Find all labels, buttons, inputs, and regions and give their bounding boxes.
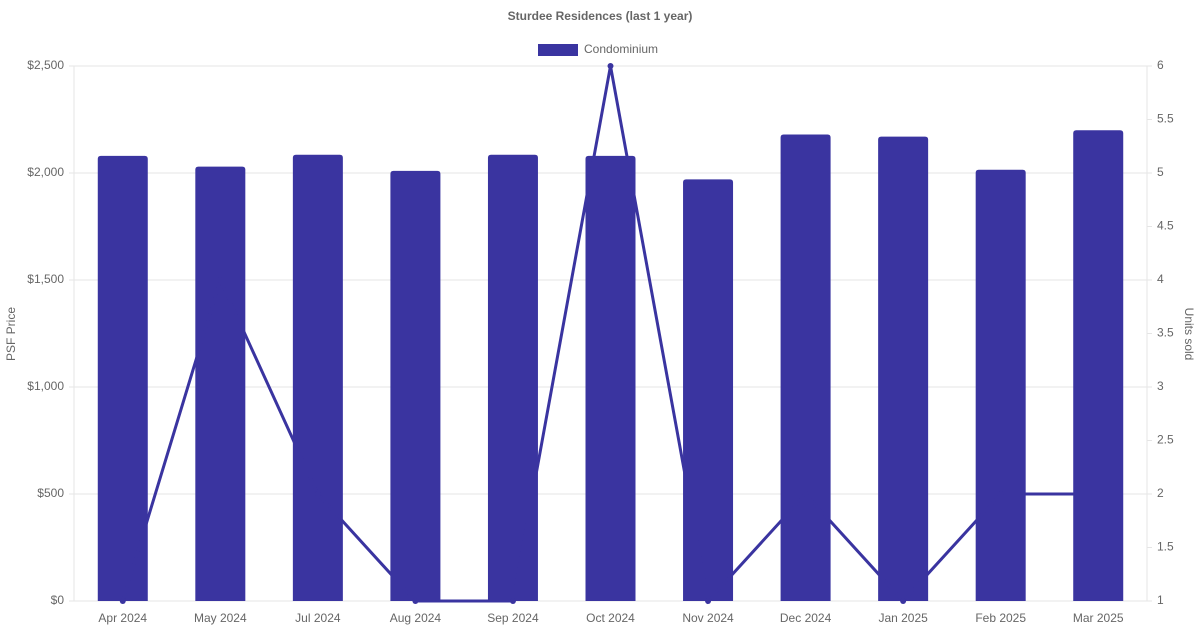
bar <box>878 136 929 601</box>
y2-tick-label: 2 <box>1157 486 1164 500</box>
bar <box>292 154 343 601</box>
bar <box>487 154 538 601</box>
bar <box>390 170 441 602</box>
y2-axis-title: Units sold <box>1182 308 1196 361</box>
x-tick-label: Dec 2024 <box>780 611 832 625</box>
y2-tick-label: 6 <box>1157 58 1164 72</box>
line-point <box>412 598 419 604</box>
line-point <box>997 491 1004 497</box>
y2-tick-label: 3.5 <box>1157 326 1174 340</box>
y2-tick-label: 4 <box>1157 272 1164 286</box>
line-point <box>1095 491 1102 497</box>
x-tick-label: Apr 2024 <box>98 611 147 625</box>
y2-tick-label: 5 <box>1157 165 1164 179</box>
line-point <box>607 63 614 69</box>
x-tick-label: Nov 2024 <box>682 611 734 625</box>
y-tick-label: $500 <box>37 486 64 500</box>
y2-tick-label: 5.5 <box>1157 112 1174 126</box>
y-tick-label: $0 <box>51 593 65 607</box>
x-tick-label: Jul 2024 <box>295 611 341 625</box>
line-point <box>314 491 321 497</box>
bar <box>1073 130 1124 601</box>
x-tick-label: Aug 2024 <box>390 611 442 625</box>
bar <box>195 166 246 601</box>
x-tick-label: Jan 2025 <box>878 611 928 625</box>
line-point <box>217 277 224 283</box>
bar <box>585 155 636 601</box>
line-point <box>900 598 907 604</box>
bar <box>780 134 831 602</box>
y-tick-label: $2,000 <box>27 165 64 179</box>
x-tick-label: May 2024 <box>194 611 247 625</box>
y-axis-title: PSF Price <box>4 307 18 361</box>
legend-label: Condominium <box>584 42 658 56</box>
y2-tick-label: 1.5 <box>1157 540 1174 554</box>
y-tick-label: $2,500 <box>27 58 64 72</box>
chart-title: Sturdee Residences (last 1 year) <box>508 9 693 23</box>
y-tick-label: $1,000 <box>27 379 64 393</box>
bar <box>683 179 734 602</box>
y2-tick-label: 2.5 <box>1157 433 1174 447</box>
bar <box>97 155 148 601</box>
line-point <box>705 598 712 604</box>
y2-tick-label: 1 <box>1157 593 1164 607</box>
line-point <box>119 598 126 604</box>
y-tick-label: $1,500 <box>27 272 64 286</box>
x-tick-label: Mar 2025 <box>1073 611 1124 625</box>
bar <box>975 169 1026 602</box>
y2-tick-label: 4.5 <box>1157 219 1174 233</box>
line-point <box>509 598 516 604</box>
x-tick-label: Feb 2025 <box>975 611 1026 625</box>
line-point <box>802 491 809 497</box>
x-tick-label: Oct 2024 <box>586 611 635 625</box>
legend-swatch <box>538 44 578 56</box>
y2-tick-label: 3 <box>1157 379 1164 393</box>
x-tick-label: Sep 2024 <box>487 611 539 625</box>
